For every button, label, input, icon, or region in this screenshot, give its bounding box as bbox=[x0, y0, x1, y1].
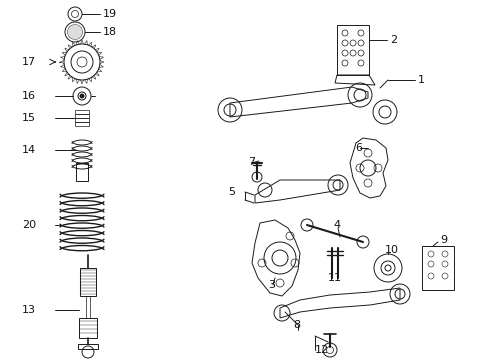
Bar bbox=[75, 118, 89, 122]
Bar bbox=[421, 246, 453, 290]
Bar bbox=[75, 122, 89, 126]
Text: 1: 1 bbox=[417, 75, 424, 85]
Text: 18: 18 bbox=[103, 27, 117, 37]
Text: 6: 6 bbox=[354, 143, 361, 153]
Text: 11: 11 bbox=[327, 273, 341, 283]
Bar bbox=[79, 318, 97, 338]
Circle shape bbox=[67, 24, 82, 40]
Text: 3: 3 bbox=[267, 280, 274, 290]
Text: 2: 2 bbox=[389, 35, 396, 45]
Text: 14: 14 bbox=[22, 145, 36, 155]
Text: 16: 16 bbox=[22, 91, 36, 101]
Text: 8: 8 bbox=[292, 320, 300, 330]
Text: 5: 5 bbox=[227, 187, 235, 197]
Bar bbox=[75, 114, 89, 118]
Bar bbox=[336, 25, 368, 75]
Bar bbox=[76, 163, 88, 181]
Text: 13: 13 bbox=[22, 305, 36, 315]
Text: 7: 7 bbox=[247, 157, 255, 167]
Text: 9: 9 bbox=[439, 235, 446, 245]
Bar bbox=[75, 110, 89, 114]
Text: 19: 19 bbox=[103, 9, 117, 19]
Text: 20: 20 bbox=[22, 220, 36, 230]
Text: 10: 10 bbox=[384, 245, 398, 255]
Text: 15: 15 bbox=[22, 113, 36, 123]
Text: 4: 4 bbox=[332, 220, 340, 230]
Bar bbox=[80, 268, 96, 296]
Text: 12: 12 bbox=[314, 345, 328, 355]
Text: 17: 17 bbox=[22, 57, 36, 67]
Circle shape bbox=[80, 94, 84, 98]
